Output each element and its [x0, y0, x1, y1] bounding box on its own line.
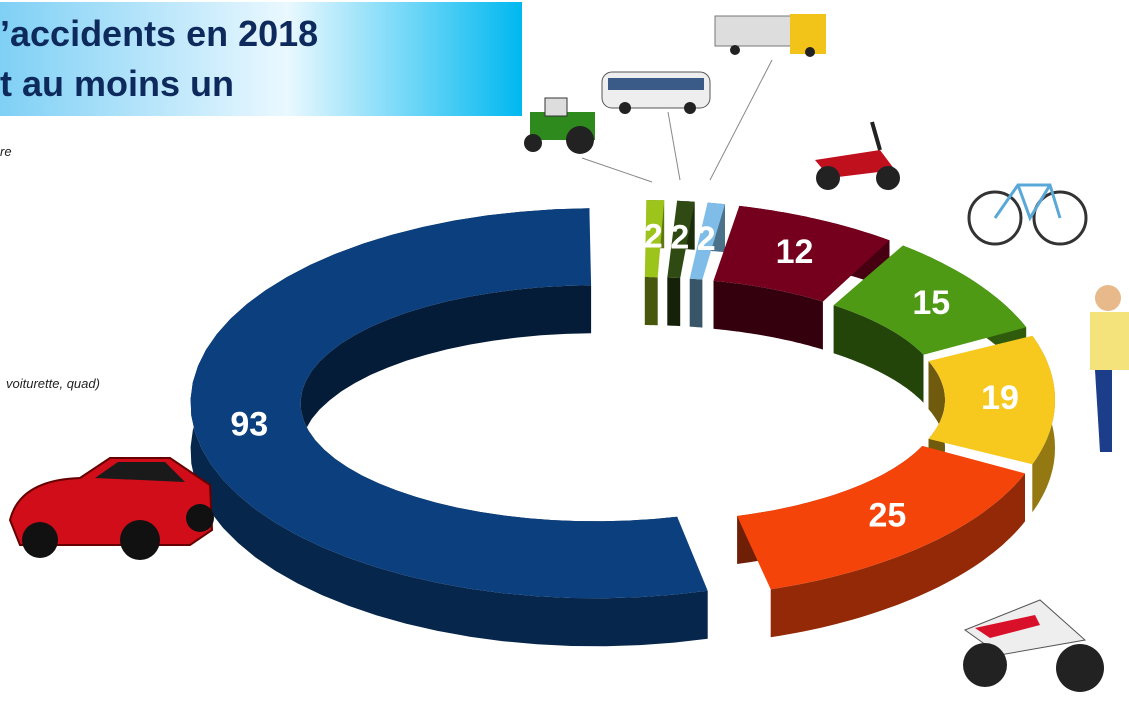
slice-tops [190, 200, 1055, 599]
slice [644, 200, 665, 278]
value-label: 2 [697, 220, 716, 258]
value-label: 2 [644, 218, 663, 256]
leader-lines [581, 59, 773, 183]
slice-outer-wall [770, 473, 1025, 638]
slice [737, 445, 1025, 590]
scooter-icon [815, 121, 900, 190]
slice [928, 335, 1055, 465]
slice [713, 205, 890, 302]
bus-icon [601, 71, 711, 114]
value-label: 2 [670, 218, 689, 256]
value-labels: 2 2 2 12 15 19 25 93 [230, 218, 1019, 535]
truck-icon [714, 14, 826, 57]
title-line: ’accidents en 2018 [0, 13, 318, 54]
motorcycle-icon [963, 599, 1104, 692]
title-box [0, 2, 522, 116]
slice [667, 200, 695, 279]
donut-chart: 2 2 2 12 15 19 25 93 [190, 200, 1055, 647]
value-label: 19 [981, 379, 1019, 417]
slice-inner-wall [833, 305, 924, 403]
value-label: 15 [912, 284, 950, 322]
slice [190, 208, 708, 599]
slice-inner-wall [713, 280, 823, 350]
value-label: 93 [230, 405, 268, 443]
car-icon [8, 457, 214, 560]
value-label: 25 [868, 496, 906, 534]
title-line: t au moins un [0, 63, 234, 104]
slice-inner-wall [689, 278, 703, 328]
slice-inner-wall [667, 277, 681, 327]
tractor-icon [524, 97, 595, 154]
bicycle-icon [967, 183, 1088, 246]
slice [833, 245, 1027, 355]
slice-outer-wall [190, 208, 708, 647]
note-fragment: re [0, 144, 12, 159]
slice-inner-wall [644, 277, 658, 326]
pedestrian-icon [1090, 285, 1129, 452]
slice [689, 202, 725, 280]
value-label: 12 [776, 233, 814, 271]
note-fragment: voiturette, quad) [6, 376, 100, 391]
